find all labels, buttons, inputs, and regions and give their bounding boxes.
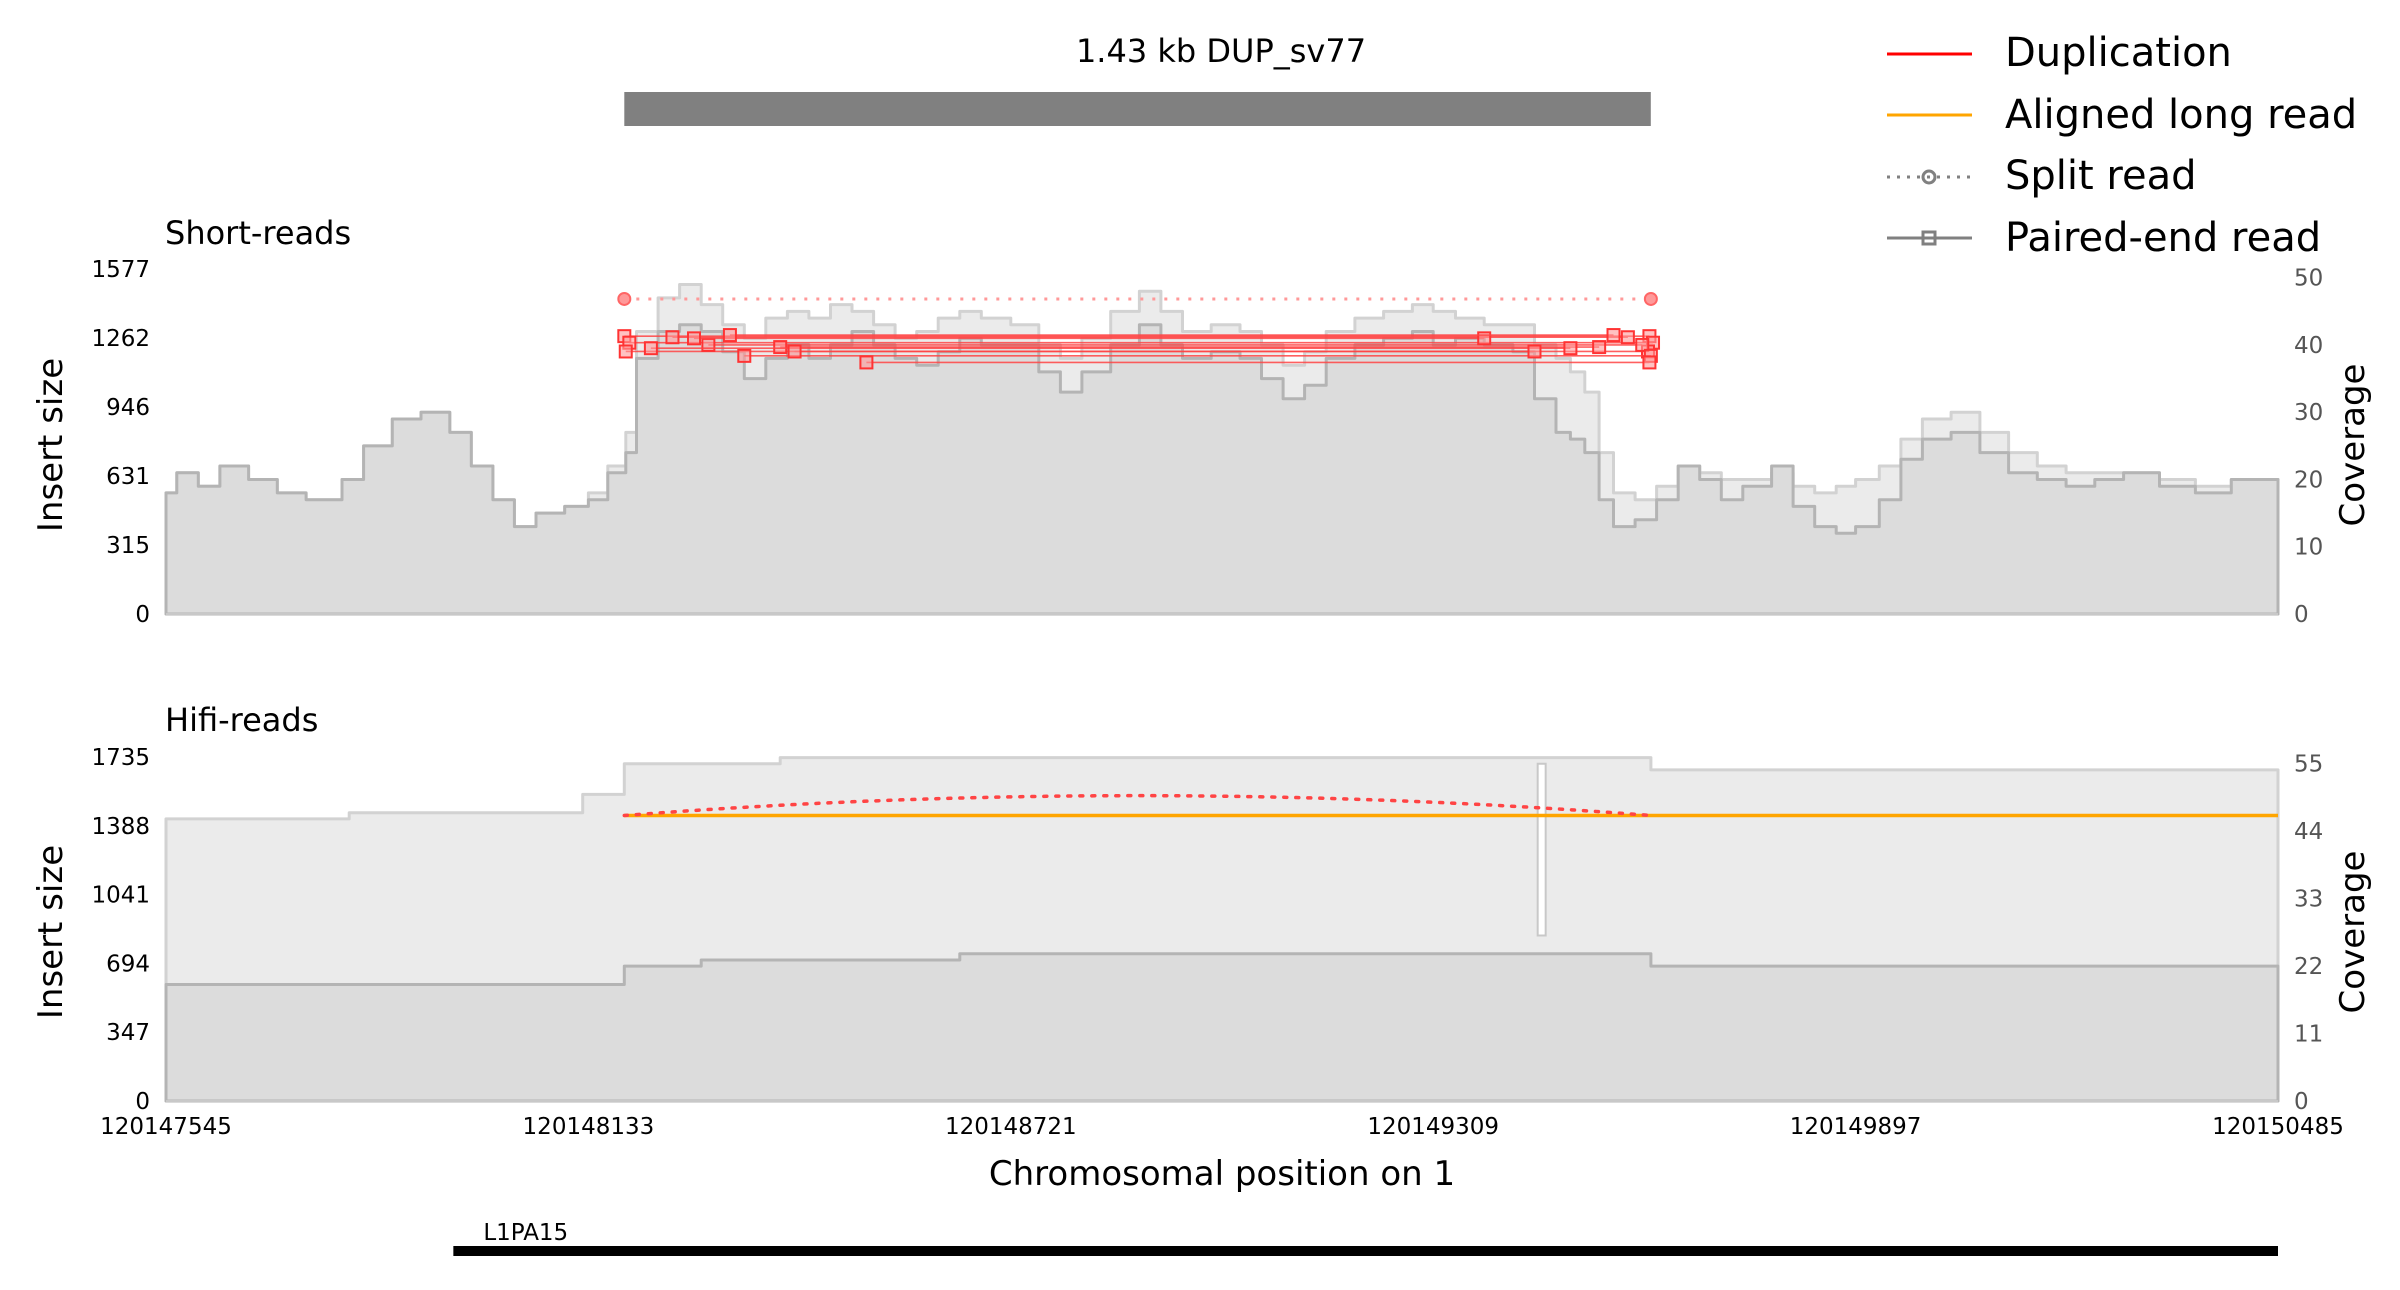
short-y-tick-label-2: 631 [106,464,150,490]
legend-marker-split-read [1921,169,1937,185]
short-paired-read-start-9 [859,355,874,370]
short-paired-read-end-11 [1606,328,1621,343]
x-tick-label-4: 120149897 [1790,1114,1922,1140]
hifi-split-read-arc [622,793,1653,818]
short-reads-panel: Short-reads 0 315 631 946 1262 1577 0 10 20 30 40… [31,214,2373,628]
hifi-y-tick-label-4: 1388 [91,814,150,840]
short-y-axis-label: Insert size [31,358,71,532]
short-y2-tick-label-4: 40 [2294,333,2323,359]
short-coverage-layer [164,283,2280,616]
x-tick-label-2: 120148721 [945,1114,1077,1140]
x-ticks: 120147545 120148133 120148721 120149309 1201… [100,1114,2344,1140]
hifi-reads-panel: Hifi-reads 0 347 694 1041 1388 1735 0 11 22 33 44… [31,701,2373,1194]
hifi-y2-tick-label-5: 55 [2294,752,2323,778]
short-y-tick-label-1: 315 [106,533,150,559]
legend-label-paired-end-read: Paired-end read [2005,215,2321,261]
short-paired-read-start-10 [687,331,701,346]
hifi-y-tick-label-1: 347 [106,1020,150,1046]
hifi-y-tick-label-0: 0 [135,1089,150,1115]
legend-entry-aligned-long-read: Aligned long read [1887,92,2357,138]
short-y2-tick-label-5: 50 [2294,266,2323,292]
hifi-coverage-dark [164,952,2280,1103]
hifi-y-ticks: 0 347 694 1041 1388 1735 [91,745,150,1115]
short-y-tick-label-4: 1262 [91,326,150,352]
short-y-tick-label-5: 1577 [91,257,150,283]
hifi-coverage-dip [1536,762,1547,937]
short-paired-read-end-6 [1592,340,1607,355]
legend-entry-duplication: Duplication [1887,30,2232,76]
hifi-y-tick-label-2: 694 [106,951,150,977]
short-paired-read-start-7 [643,341,658,356]
short-coverage-dark [164,323,2280,616]
short-paired-read-start-3 [665,330,680,345]
short-paired-read-end-8 [1527,344,1542,359]
short-y2-tick-label-0: 0 [2294,602,2309,628]
hifi-y2-tick-label-2: 22 [2294,954,2323,980]
x-tick-label-3: 120149309 [1367,1114,1499,1140]
annotation-label-0: L1PA15 [483,1220,568,1246]
x-tick-label-1: 120148133 [523,1114,655,1140]
hifi-y2-tick-label-3: 33 [2294,887,2323,913]
hifi-y2-tick-label-4: 44 [2294,819,2323,845]
short-paired-read-end-10 [1477,331,1492,346]
legend-label-duplication: Duplication [2005,30,2232,76]
legend-label-aligned-long-read: Aligned long read [2005,92,2357,138]
short-reads-title: Short-reads [165,214,351,252]
short-paired-read-start-8 [787,344,802,359]
x-tick-label-5: 120150485 [2212,1114,2344,1140]
duplication-region-bar [624,92,1651,126]
hifi-y-axis-label: Insert size [31,845,71,1019]
short-y2-axis-label: Coverage [2333,364,2373,527]
legend-label-split-read: Split read [2005,153,2196,199]
x-axis-label: Chromosomal position on 1 [989,1154,1455,1194]
annotation-track: L1PA15 [453,1220,2278,1256]
legend: Duplication Aligned long read Split read… [1887,30,2357,261]
hifi-y2-tick-label-1: 11 [2294,1022,2323,1048]
short-paired-read-end-7 [1563,341,1578,356]
short-split-read-end-0 [1643,291,1658,306]
short-y2-ticks: 0 10 20 30 40 50 [2294,266,2323,628]
short-read-marks [617,291,1661,370]
short-y-tick-label-0: 0 [135,602,150,628]
hifi-y-tick-label-3: 1041 [91,883,150,909]
short-y-tick-label-3: 946 [106,395,150,421]
x-tick-label-0: 120147545 [100,1114,232,1140]
hifi-y2-ticks: 0 11 22 33 44 55 [2294,752,2323,1115]
short-paired-read-start-11 [722,328,737,343]
short-paired-read-start-6 [773,340,788,355]
short-paired-read-end-9 [1642,355,1657,370]
short-paired-read-end-3 [1620,330,1635,345]
short-y2-tick-label-2: 20 [2294,468,2323,494]
legend-entry-paired-end-read: Paired-end read [1887,215,2321,261]
hifi-y2-axis-label: Coverage [2333,851,2373,1014]
hifi-y-tick-label-5: 1735 [91,745,150,771]
short-paired-read-start-2 [618,344,633,359]
short-y2-tick-label-1: 10 [2294,535,2323,561]
short-y-ticks: 0 315 631 946 1262 1577 [91,257,150,628]
hifi-read-marks [622,793,2278,818]
legend-entry-split-read: Split read [1887,153,2196,199]
short-y2-tick-label-3: 30 [2294,400,2323,426]
chart-title: 1.43 kb DUP_sv77 [1076,32,1366,70]
hifi-reads-title: Hifi-reads [165,701,318,739]
annotation-bar-0 [453,1246,2278,1256]
hifi-y2-tick-label-0: 0 [2294,1089,2309,1115]
short-paired-read-end-4 [1635,337,1650,352]
hifi-coverage-layer [164,756,2280,1103]
short-paired-read-start-5 [737,348,752,363]
short-paired-read-start-4 [701,337,716,352]
legend-marker-paired-end-read [1921,230,1937,246]
short-split-read-start-0 [617,291,632,306]
